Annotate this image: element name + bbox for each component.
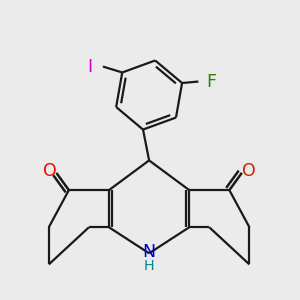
Text: I: I [88, 58, 93, 76]
Text: O: O [43, 161, 57, 179]
Text: F: F [206, 73, 216, 91]
Text: H: H [144, 259, 154, 273]
Text: N: N [142, 243, 156, 261]
Text: O: O [242, 161, 255, 179]
